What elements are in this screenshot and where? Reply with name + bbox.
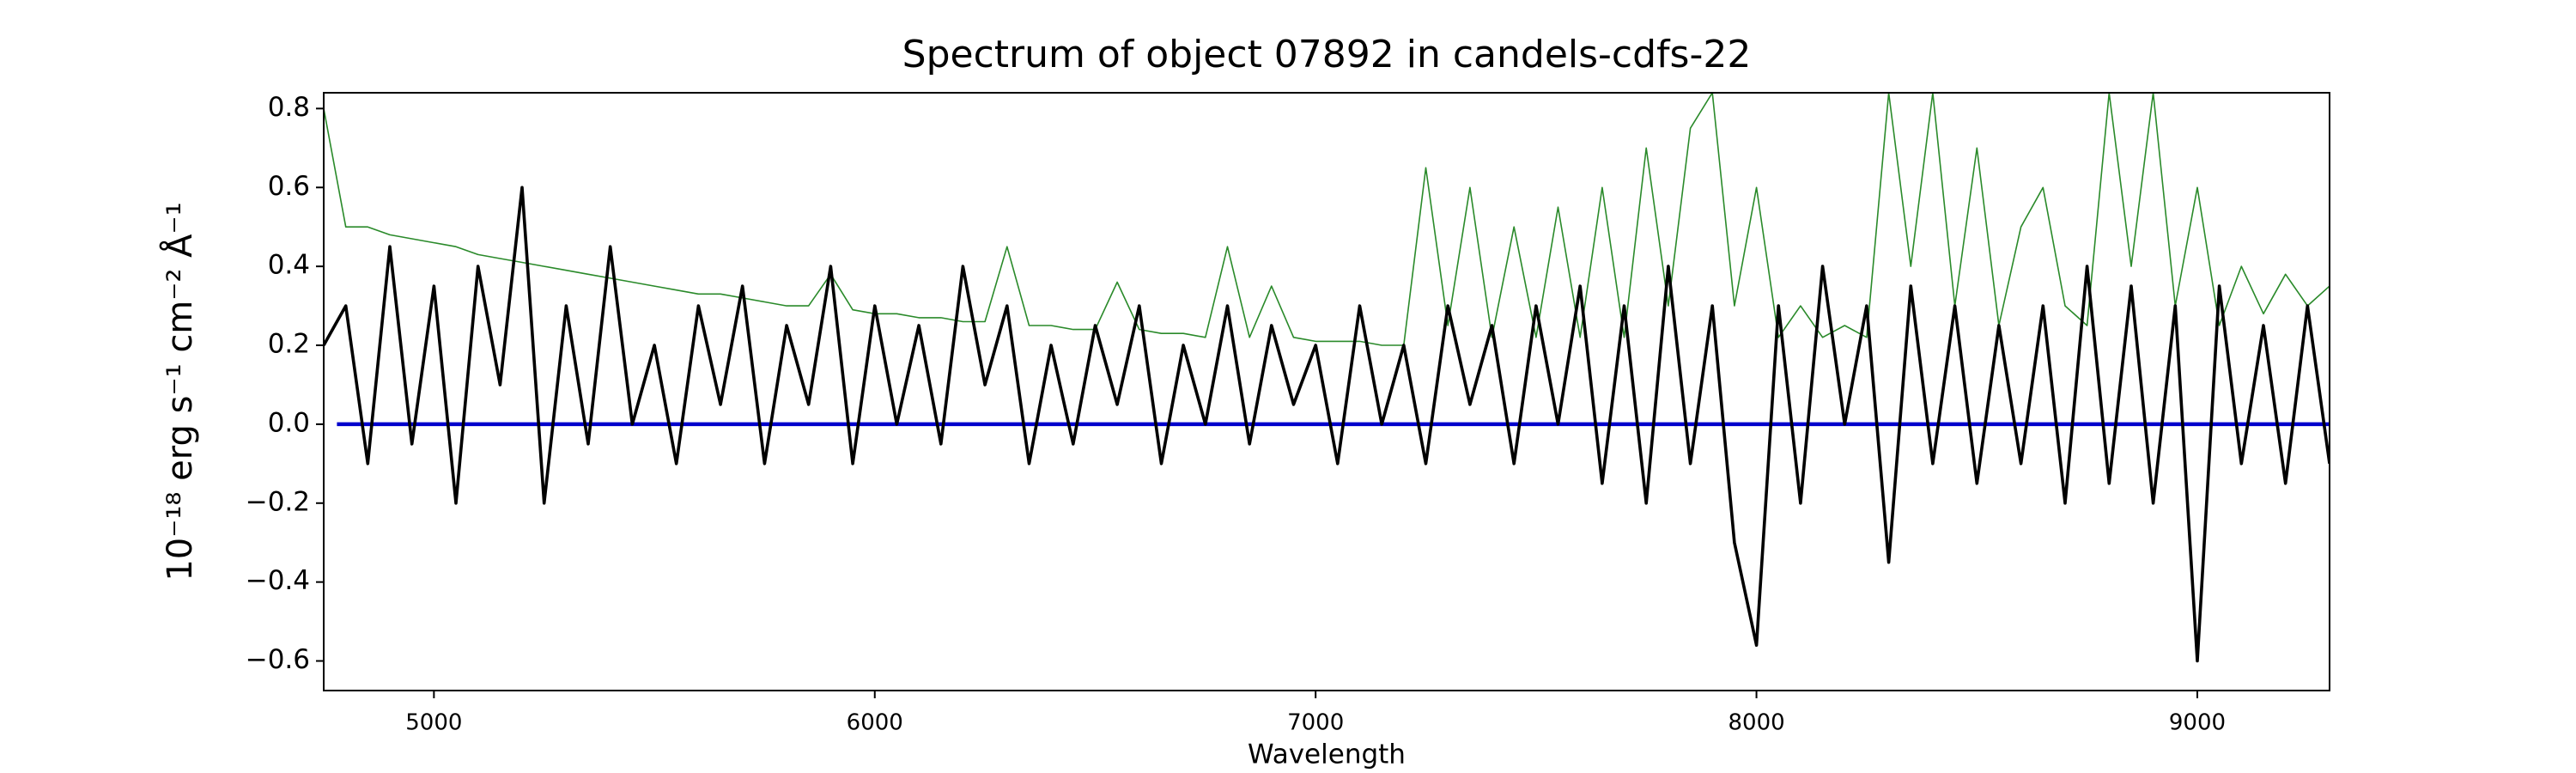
spectrum-line [324, 93, 2330, 346]
x-tick-label: 6000 [847, 710, 903, 736]
y-axis-label: 10⁻¹⁸ erg s⁻¹ cm⁻² Å⁻¹ [159, 202, 200, 581]
y-tick-label: −0.2 [246, 486, 310, 517]
y-tick-label: 0.2 [268, 329, 310, 360]
y-tick-label: 0.0 [268, 407, 310, 438]
x-axis-label: Wavelength [1248, 740, 1406, 770]
y-tick-label: 0.6 [268, 171, 310, 202]
y-tick-label: 0.4 [268, 250, 310, 281]
x-tick-label: 7000 [1287, 710, 1344, 736]
plot-frame [323, 92, 2330, 691]
chart-title: Spectrum of object 07892 in candels-cdfs… [902, 33, 1752, 76]
spectrum-line [324, 186, 2330, 663]
y-tick-label: −0.6 [246, 644, 310, 675]
x-tick-label: 5000 [405, 710, 462, 736]
y-tick-label: −0.4 [246, 565, 310, 596]
x-tick-label: 8000 [1728, 710, 1784, 736]
y-tick-label: 0.8 [268, 92, 310, 123]
x-tick-label: 9000 [2169, 710, 2226, 736]
